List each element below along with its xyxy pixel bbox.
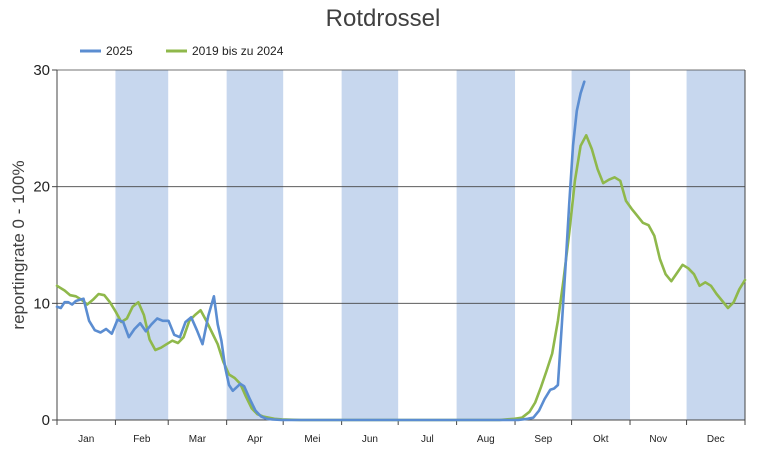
month-band-dec bbox=[686, 70, 745, 420]
series-line-2025 bbox=[55, 80, 586, 422]
y-tick-label-20: 20 bbox=[33, 179, 50, 196]
x-tick-label-feb: Feb bbox=[133, 434, 151, 445]
plot-area: 0 10 20 30 Jan Feb Mar Apr Mei Jun Jul Aug Sep Okt Nov… bbox=[33, 62, 747, 445]
x-tick-label-jun: Jun bbox=[362, 434, 378, 445]
y-tick-label-30: 30 bbox=[33, 62, 50, 79]
x-tick-label-sep: Sep bbox=[534, 434, 552, 445]
x-tick-label-okt: Okt bbox=[593, 434, 609, 445]
month-band-apr bbox=[226, 70, 284, 420]
legend: 2025 2019 bis zu 2024 bbox=[80, 44, 284, 58]
x-tick-label-mei: Mei bbox=[304, 434, 320, 445]
x-tick-label-jan: Jan bbox=[78, 434, 94, 445]
x-tick-label-apr: Apr bbox=[247, 434, 263, 445]
x-tick-label-aug: Aug bbox=[477, 434, 495, 445]
month-band-jun bbox=[341, 70, 399, 420]
x-tick-label-jul: Jul bbox=[421, 434, 434, 445]
y-axis-label: reportingrate 0 - 100% bbox=[9, 160, 28, 329]
legend-label-2025: 2025 bbox=[106, 44, 133, 58]
chart-title: Rotdrossel bbox=[326, 5, 441, 32]
x-tick-label-mar: Mar bbox=[189, 434, 207, 445]
x-tick-label-dec: Dec bbox=[707, 434, 725, 445]
month-band-feb bbox=[115, 70, 169, 420]
x-tick-label-nov: Nov bbox=[649, 434, 667, 445]
month-band-aug bbox=[456, 70, 516, 420]
month-band-okt bbox=[571, 70, 631, 420]
y-tick-label-0: 0 bbox=[42, 412, 50, 429]
legend-label-2019-2024: 2019 bis zu 2024 bbox=[192, 44, 284, 58]
y-tick-label-10: 10 bbox=[33, 295, 50, 312]
